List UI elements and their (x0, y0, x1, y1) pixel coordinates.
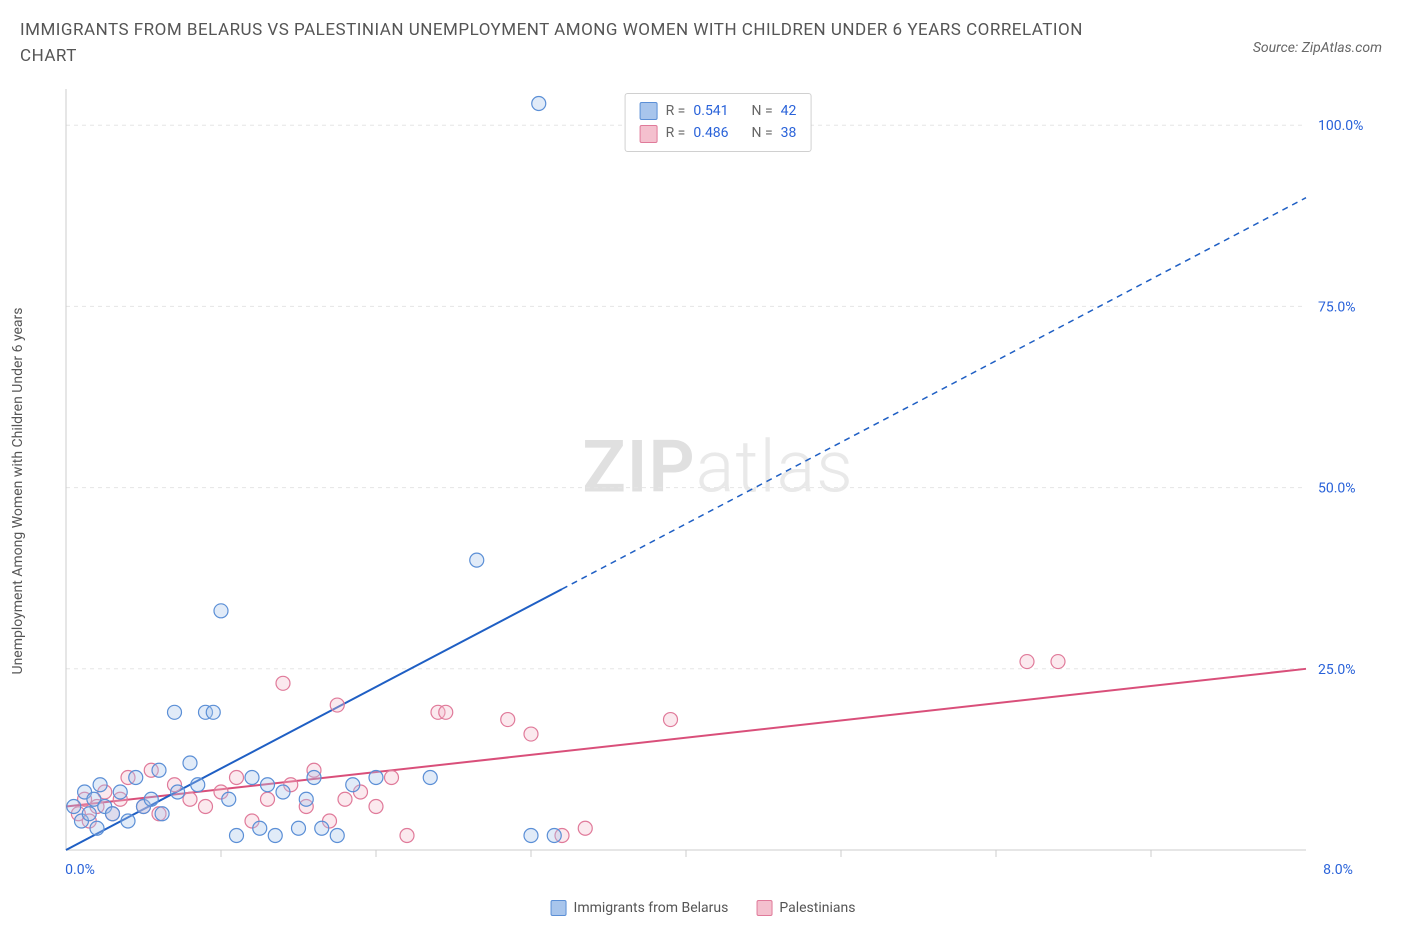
stat-legend-row: R = 0.486 N = 38 (640, 122, 797, 144)
r-value: 0.486 (693, 122, 728, 144)
chart-title: IMMIGRANTS FROM BELARUS VS PALESTINIAN U… (20, 18, 1120, 69)
n-value: 38 (781, 122, 797, 144)
svg-text:25.0%: 25.0% (1318, 662, 1356, 678)
svg-text:0.0%: 0.0% (65, 862, 95, 878)
legend-label: Palestinians (779, 900, 855, 916)
legend-item: Palestinians (756, 900, 855, 916)
r-value: 0.541 (693, 100, 728, 122)
svg-text:100.0%: 100.0% (1318, 118, 1363, 134)
legend-item: Immigrants from Belarus (551, 900, 729, 916)
legend-swatch (756, 900, 772, 916)
scatter-plot: 25.0% 50.0% 75.0% 100.0% 0.0% 8.0% (60, 85, 1376, 880)
legend-label: Immigrants from Belarus (574, 900, 729, 916)
svg-text:50.0%: 50.0% (1318, 481, 1356, 497)
svg-text:8.0%: 8.0% (1323, 862, 1353, 878)
n-label: N = (752, 122, 773, 144)
stat-legend-row: R = 0.541 N = 42 (640, 100, 797, 122)
chart-area: Unemployment Among Women with Children U… (60, 85, 1376, 880)
n-label: N = (752, 100, 773, 122)
legend-swatch (640, 102, 658, 120)
svg-text:75.0%: 75.0% (1318, 299, 1356, 315)
source-attribution: Source: ZipAtlas.com (1253, 40, 1382, 56)
legend-swatch (640, 125, 658, 143)
r-label: R = (666, 122, 686, 144)
y-axis-label: Unemployment Among Women with Children U… (10, 307, 26, 674)
r-label: R = (666, 100, 686, 122)
n-value: 42 (781, 100, 797, 122)
series-legend: Immigrants from Belarus Palestinians (551, 900, 856, 916)
stat-legend: R = 0.541 N = 42 R = 0.486 N = 38 (625, 93, 812, 152)
legend-swatch (551, 900, 567, 916)
